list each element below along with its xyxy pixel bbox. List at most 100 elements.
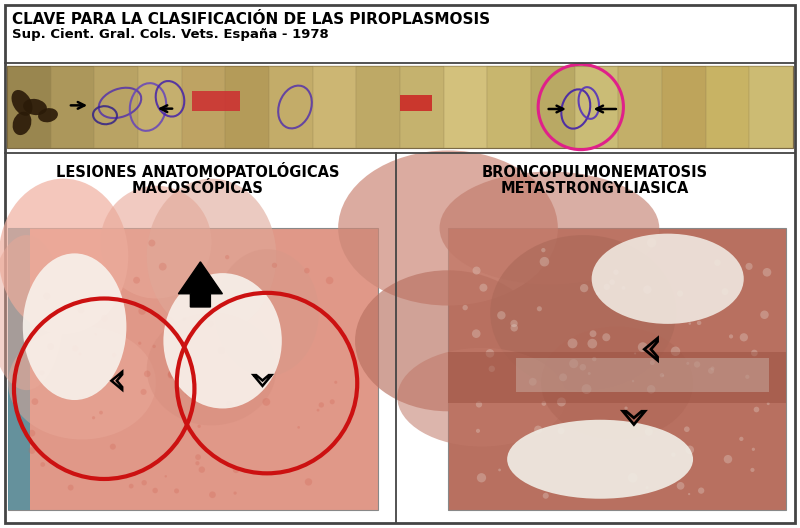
Circle shape — [486, 349, 494, 357]
Circle shape — [542, 401, 546, 406]
Circle shape — [529, 378, 537, 385]
Ellipse shape — [541, 327, 693, 439]
Ellipse shape — [0, 235, 63, 390]
Ellipse shape — [592, 233, 744, 324]
Ellipse shape — [11, 90, 33, 116]
Bar — [269, 66, 313, 148]
Circle shape — [334, 381, 338, 384]
Bar — [50, 66, 94, 148]
Circle shape — [729, 334, 733, 338]
Circle shape — [326, 277, 334, 284]
Circle shape — [542, 493, 549, 499]
Circle shape — [472, 329, 481, 338]
Circle shape — [643, 286, 651, 294]
Circle shape — [698, 487, 704, 494]
Circle shape — [754, 407, 759, 412]
Circle shape — [225, 255, 230, 259]
Bar — [448, 228, 786, 510]
Circle shape — [272, 263, 277, 268]
Circle shape — [497, 311, 506, 319]
Circle shape — [101, 315, 108, 322]
Circle shape — [582, 384, 591, 394]
Bar — [94, 66, 138, 148]
Circle shape — [47, 343, 54, 350]
Circle shape — [138, 307, 146, 315]
Circle shape — [534, 426, 542, 433]
Circle shape — [510, 324, 518, 332]
Circle shape — [477, 473, 486, 483]
Circle shape — [473, 267, 481, 275]
Circle shape — [489, 366, 495, 372]
Circle shape — [195, 454, 201, 460]
Circle shape — [710, 366, 714, 371]
Circle shape — [216, 277, 219, 280]
Circle shape — [226, 401, 233, 407]
Ellipse shape — [101, 186, 211, 298]
Circle shape — [78, 306, 85, 314]
Circle shape — [602, 333, 610, 341]
Circle shape — [129, 484, 134, 488]
Circle shape — [740, 333, 748, 342]
Circle shape — [746, 375, 750, 379]
Text: CLAVE PARA LA CLASIFICACIÓN DE LAS PIROPLASMOSIS: CLAVE PARA LA CLASIFICACIÓN DE LAS PIROP… — [12, 12, 490, 27]
Bar — [226, 66, 269, 148]
Circle shape — [510, 320, 518, 327]
Text: LESIONES ANATOMOPATOLÓGICAS: LESIONES ANATOMOPATOLÓGICAS — [56, 165, 340, 180]
Circle shape — [580, 284, 588, 293]
Circle shape — [138, 342, 142, 345]
Circle shape — [198, 425, 201, 428]
Ellipse shape — [13, 112, 31, 135]
Circle shape — [662, 375, 664, 376]
Circle shape — [760, 310, 769, 319]
Circle shape — [82, 397, 84, 399]
Circle shape — [622, 286, 626, 290]
Bar — [8, 228, 378, 510]
Bar — [8, 228, 30, 510]
Bar — [138, 66, 182, 148]
Circle shape — [610, 279, 615, 285]
Circle shape — [739, 437, 743, 441]
Bar — [531, 66, 574, 148]
Circle shape — [167, 371, 175, 379]
Circle shape — [218, 347, 225, 354]
Bar — [182, 66, 226, 148]
Circle shape — [133, 277, 140, 284]
Circle shape — [92, 416, 95, 419]
Bar — [750, 66, 793, 148]
Circle shape — [670, 346, 680, 356]
Circle shape — [207, 320, 214, 327]
Bar — [313, 66, 356, 148]
Circle shape — [684, 427, 690, 432]
Circle shape — [596, 291, 600, 295]
Ellipse shape — [507, 420, 693, 499]
Text: MACOSCÓPICAS: MACOSCÓPICAS — [132, 181, 264, 196]
Circle shape — [762, 268, 771, 277]
Circle shape — [660, 373, 664, 378]
Circle shape — [614, 269, 618, 275]
Circle shape — [689, 322, 691, 325]
Circle shape — [29, 447, 35, 454]
Circle shape — [650, 360, 654, 365]
Circle shape — [174, 488, 179, 494]
Ellipse shape — [338, 150, 558, 306]
Circle shape — [567, 338, 578, 348]
Circle shape — [152, 488, 158, 493]
Circle shape — [604, 284, 610, 290]
Circle shape — [152, 345, 156, 348]
Circle shape — [587, 339, 597, 348]
Bar — [400, 66, 444, 148]
Ellipse shape — [8, 327, 156, 439]
Circle shape — [590, 331, 597, 337]
Circle shape — [330, 399, 334, 404]
Circle shape — [592, 357, 597, 361]
Bar — [7, 66, 50, 148]
Circle shape — [632, 380, 634, 382]
Circle shape — [148, 240, 155, 247]
Circle shape — [43, 293, 50, 300]
Ellipse shape — [355, 270, 541, 411]
Ellipse shape — [146, 178, 276, 334]
Circle shape — [39, 370, 44, 375]
Circle shape — [141, 389, 146, 395]
Circle shape — [686, 362, 690, 365]
Circle shape — [29, 430, 35, 437]
